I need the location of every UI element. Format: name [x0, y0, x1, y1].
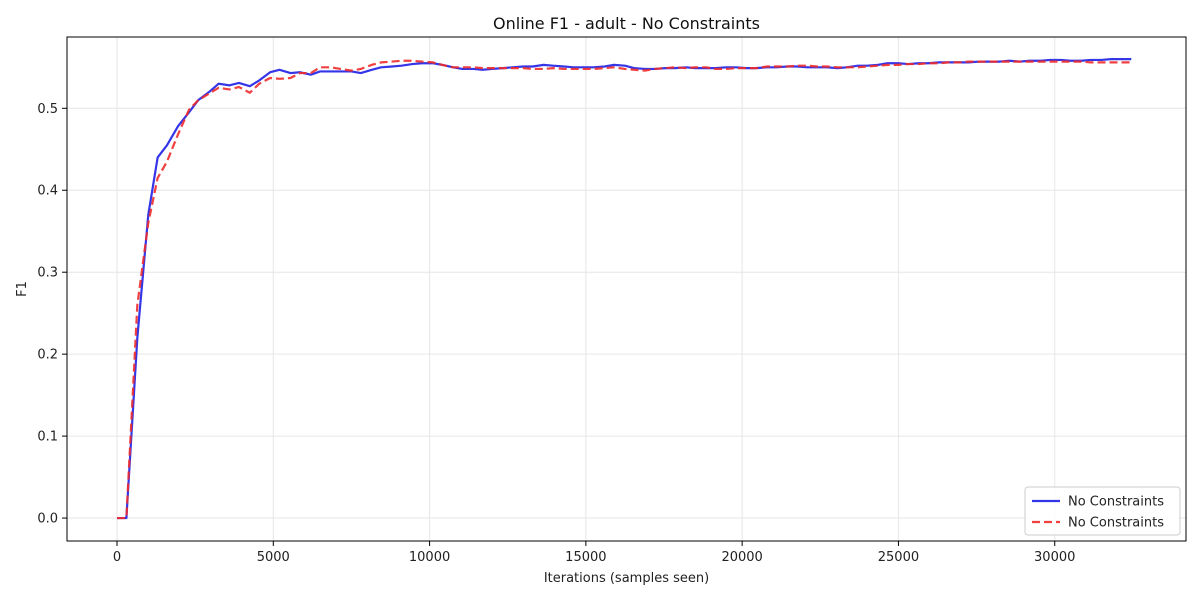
y-axis: 0.0 0.1 0.2 0.3 0.4 0.5	[37, 102, 67, 527]
x-axis-label: Iterations (samples seen)	[544, 571, 709, 586]
y-tick-label: 0.3	[37, 266, 58, 281]
series-line-1	[117, 59, 1132, 520]
x-tick-label: 20000	[721, 550, 762, 565]
y-tick-label: 0.1	[37, 430, 58, 445]
plot-frame	[66, 36, 1187, 542]
y-tick-label: 0.4	[37, 184, 58, 199]
legend: No Constraints No Constraints	[1024, 486, 1181, 536]
x-tick-label: 10000	[409, 550, 450, 565]
series-line-0	[117, 58, 1132, 520]
y-tick-label: 0.0	[37, 512, 58, 527]
x-tick-label: 5000	[257, 550, 290, 565]
x-tick-label: 30000	[1034, 550, 1075, 565]
y-axis-label: F1	[15, 281, 30, 297]
y-tick-label: 0.5	[37, 102, 58, 117]
legend-label-series-1: No Constraints	[1068, 516, 1164, 531]
x-tick-label: 25000	[878, 550, 919, 565]
x-tick-label: 0	[113, 550, 121, 565]
legend-label-series-0: No Constraints	[1068, 495, 1164, 510]
grid	[67, 37, 1186, 541]
x-axis: 0 5000 10000 15000 20000 25000 30000	[113, 541, 1075, 565]
y-tick-label: 0.2	[37, 348, 58, 363]
chart-title: Online F1 - adult - No Constraints	[493, 14, 760, 33]
legend-box	[1024, 486, 1181, 536]
series-layer	[117, 58, 1132, 520]
x-tick-label: 15000	[565, 550, 606, 565]
